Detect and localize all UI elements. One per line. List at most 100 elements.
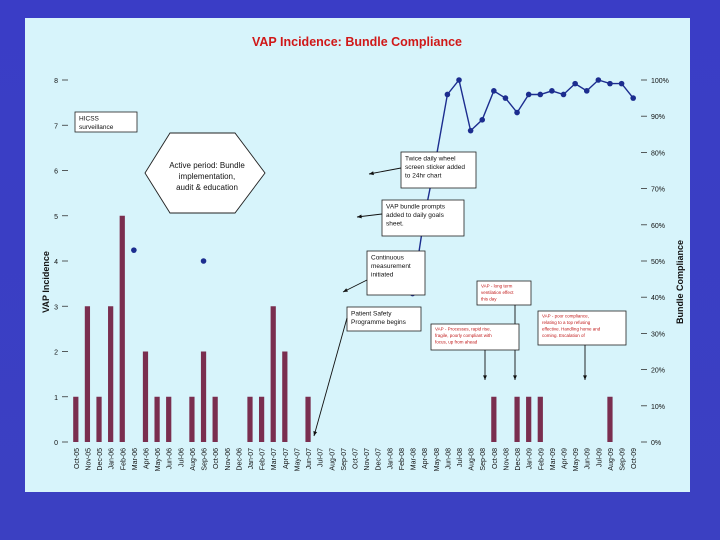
- left-tick-label: 6: [54, 169, 58, 176]
- x-tick-label: Sep-07: [341, 448, 348, 471]
- bar: [491, 396, 497, 442]
- x-tick-label: May-08: [434, 448, 441, 471]
- x-tick-label: Nov-07: [364, 448, 371, 471]
- left-tick-label: 0: [54, 440, 58, 447]
- x-tick-label: Mar-08: [411, 448, 418, 470]
- x-tick-label: Jul-09: [596, 448, 603, 467]
- compliance-point: [456, 77, 462, 83]
- bar: [154, 396, 160, 442]
- bar: [108, 306, 114, 442]
- patient-safety-arrow-head: [313, 431, 318, 436]
- hicss-surveillance-text: surveillance: [79, 124, 114, 131]
- patient-safety-text: Programme begins: [351, 319, 407, 326]
- x-tick-label: Feb-09: [538, 448, 545, 470]
- twice-daily-arrow-head: [369, 171, 374, 176]
- x-tick-label: Aug-08: [469, 448, 476, 471]
- vap-poor-compliance-box: [537, 310, 627, 346]
- x-tick-label: Apr-07: [283, 448, 290, 469]
- y-axis-label: VAP Incidence: [41, 251, 51, 313]
- x-tick-label: Jun-08: [445, 448, 452, 470]
- vap-longterm-arrow-head: [513, 375, 517, 380]
- twice-daily-text: to 24hr chart: [405, 173, 442, 180]
- x-axis-tick-labels: Oct-05 Nov-05 Dec-05 Jan-06 Feb-06 Mar-06 Apr-…: [74, 448, 638, 471]
- x-tick-label: Sep-08: [480, 448, 487, 471]
- compliance-point: [131, 247, 137, 253]
- x-tick-label: Aug-07: [329, 448, 336, 471]
- right-tick-label: 30%: [651, 331, 665, 338]
- vap-longterm-text: VAP - long term: [481, 284, 513, 289]
- right-tick-label: 0%: [651, 440, 661, 447]
- compliance-point: [583, 88, 590, 94]
- right-tick-label: 60%: [651, 223, 665, 230]
- compliance-point: [525, 91, 532, 98]
- twice-daily-box: [400, 151, 477, 189]
- x-tick-label: Jan-09: [527, 448, 534, 470]
- vap-longterm-text: this day: [481, 297, 497, 302]
- x-tick-label: Feb-08: [399, 448, 406, 470]
- x-tick-label: Jan-08: [387, 448, 394, 470]
- hicss-surveillance-box: [74, 111, 138, 133]
- vap-bundle-prompts-arrow-head: [357, 214, 362, 219]
- compliance-point: [514, 109, 520, 116]
- continuous-measurement-arrow-head: [343, 288, 348, 292]
- chart-title: VAP Incidence: Bundle Compliance: [252, 35, 462, 49]
- left-tick-label: 8: [54, 78, 58, 85]
- bar: [258, 396, 265, 442]
- bar: [142, 351, 149, 442]
- x-tick-label: May-07: [294, 448, 301, 471]
- x-tick-label: Jul-08: [457, 448, 464, 467]
- left-tick-label: 2: [54, 350, 58, 357]
- vap-processes-text: fragile, poorly compliant with: [435, 333, 492, 338]
- active-period-text: audit & education: [176, 183, 238, 192]
- x-tick-label: Apr-08: [422, 448, 429, 469]
- compliance-point: [560, 91, 567, 98]
- bar: [607, 396, 613, 442]
- bar: [119, 215, 125, 442]
- x-tick-label: Jun-06: [167, 448, 174, 470]
- bar: [84, 306, 91, 442]
- bar: [96, 396, 102, 442]
- x-tick-label: Nov-05: [85, 448, 92, 471]
- continuous-measurement-text: Continuous: [371, 255, 405, 262]
- bar: [189, 396, 195, 442]
- left-tick-label: 1: [54, 395, 58, 402]
- continuous-measurement-box: [366, 250, 426, 296]
- compliance-point: [444, 91, 451, 98]
- x-tick-label: Jun-09: [585, 448, 592, 470]
- bar: [247, 396, 253, 442]
- compliance-point: [479, 117, 486, 123]
- continuous-measurement-text: initiated: [371, 272, 394, 279]
- left-tick-label: 7: [54, 123, 58, 130]
- compliance-point: [618, 80, 625, 87]
- patient-safety-arrow: [313, 317, 348, 437]
- x-tick-label: Jul-06: [178, 448, 185, 467]
- vap-poor-compliance-text: VAP - poor compliance,: [542, 314, 589, 319]
- left-axis-ticks: 0 1 2 3 4 5 6 7 8: [54, 78, 68, 447]
- right-tick-label: 70%: [651, 187, 665, 194]
- twice-daily-arrow: [368, 167, 402, 175]
- vap-longterm-text: ventilation effect: [481, 290, 514, 295]
- x-tick-label: Jan-06: [109, 448, 116, 470]
- compliance-point: [572, 80, 578, 87]
- bar: [212, 396, 218, 442]
- vap-processes-arrow-head: [483, 375, 487, 380]
- continuous-measurement-text: measurement: [371, 263, 411, 270]
- vap-poor-compliance-arrow-head: [583, 375, 587, 380]
- bar: [537, 396, 543, 442]
- x-tick-label: Aug-09: [608, 448, 615, 471]
- right-tick-label: 100%: [651, 78, 669, 85]
- y2-axis-label: Bundle Compliance: [675, 240, 685, 324]
- right-axis-ticks: 0% 10% 20% 30% 40% 50% 60% 70% 80% 90% 100%: [641, 78, 669, 447]
- hicss-surveillance-text: HICSS: [79, 116, 100, 123]
- x-tick-label: Oct-05: [74, 448, 81, 469]
- bar: [200, 351, 207, 442]
- active-period-text: implementation,: [179, 172, 235, 181]
- right-tick-label: 20%: [651, 368, 665, 375]
- bars: [73, 215, 613, 442]
- twice-daily-text: Twice daily wheel: [405, 156, 456, 163]
- active-period-arrow: [144, 132, 266, 214]
- patient-safety-text: Patient Safety: [351, 311, 392, 318]
- vap-poor-compliance-text: relating to a top refusing: [542, 320, 591, 325]
- vap-chart: VAP Incidence: Bundle Compliance VAP Inc…: [41, 35, 685, 471]
